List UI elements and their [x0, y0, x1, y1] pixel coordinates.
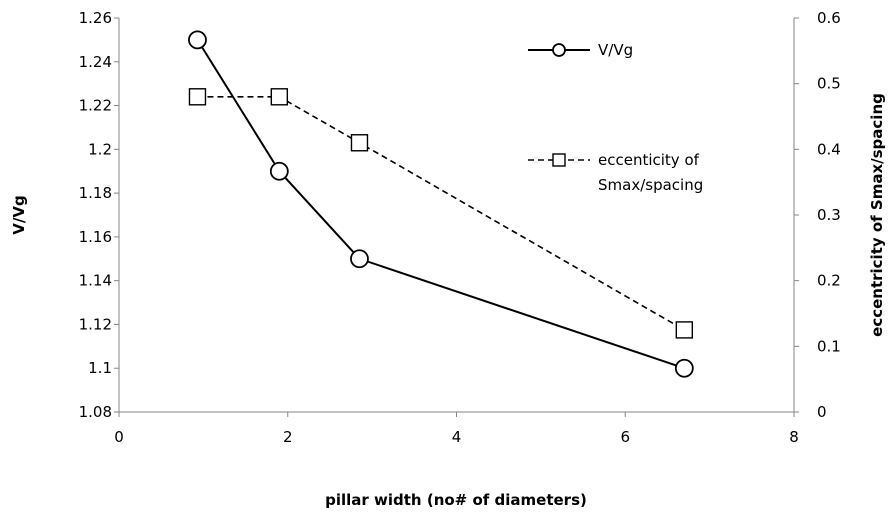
- right-y-tick-label: 0.1: [817, 337, 841, 355]
- right-y-tick-label: 0: [817, 403, 827, 421]
- data-point-circle: [350, 249, 369, 269]
- left-y-tick-label: 1.24: [79, 53, 112, 71]
- x-tick-label: 8: [789, 428, 799, 446]
- right-y-tick-label: 0.5: [817, 75, 841, 93]
- x-tick-label: 2: [283, 428, 293, 446]
- data-point-circle: [269, 161, 289, 181]
- series-line-2: [197, 96, 685, 331]
- left-y-tick-label: 1.12: [79, 315, 112, 333]
- right-y-tick-label: 0.3: [817, 206, 841, 224]
- x-tick-label: 0: [114, 428, 124, 446]
- legend-label-eccentricity: Smax/spacing: [598, 176, 703, 194]
- data-point-circle: [674, 358, 694, 378]
- left-y-tick-label: 1.2: [88, 140, 112, 158]
- left-y-tick-label: 1.16: [79, 228, 112, 246]
- right-y-tick-label: 0.6: [817, 9, 841, 27]
- legend-label-eccentricity: eccenticity of: [598, 151, 700, 169]
- x-tick-label: 4: [452, 428, 462, 446]
- left-y-tick-label: 1.1: [88, 359, 112, 377]
- legend-label-v-vg: V/Vg: [598, 41, 633, 59]
- data-point-square: [350, 134, 369, 152]
- legend-marker-square: [552, 153, 566, 167]
- left-y-tick-label: 1.26: [79, 9, 112, 27]
- legend: V/Vg eccenticity of Smax/spacing: [528, 41, 703, 194]
- right-y-tick-label: 0.4: [817, 140, 841, 158]
- data-point-square: [270, 88, 289, 106]
- left-y-tick-label: 1.14: [79, 272, 112, 290]
- right-y-tick-label: 0.2: [817, 272, 841, 290]
- x-tick-label: 6: [620, 428, 630, 446]
- left-y-tick-label: 1.22: [79, 97, 112, 115]
- x-axis-title: pillar width (no# of diameters): [325, 491, 587, 509]
- series-layer: [188, 30, 694, 378]
- left-y-axis-title: V/Vg: [10, 195, 28, 234]
- series-line-1: [196, 39, 685, 370]
- right-y-axis-title: eccentricity of Smax/spacing: [868, 93, 886, 337]
- left-y-tick-label: 1.08: [79, 403, 112, 421]
- ticks: 0 2 4 6 8 1.08 1.1 1.12 1.14 1.16 1.18 1.2 1.22 1.24 1…: [79, 9, 841, 446]
- data-point-circle: [188, 30, 207, 50]
- data-point-square: [675, 321, 694, 339]
- legend-marker-circle: [552, 43, 566, 57]
- data-point-square: [188, 88, 207, 106]
- left-y-tick-label: 1.18: [79, 184, 112, 202]
